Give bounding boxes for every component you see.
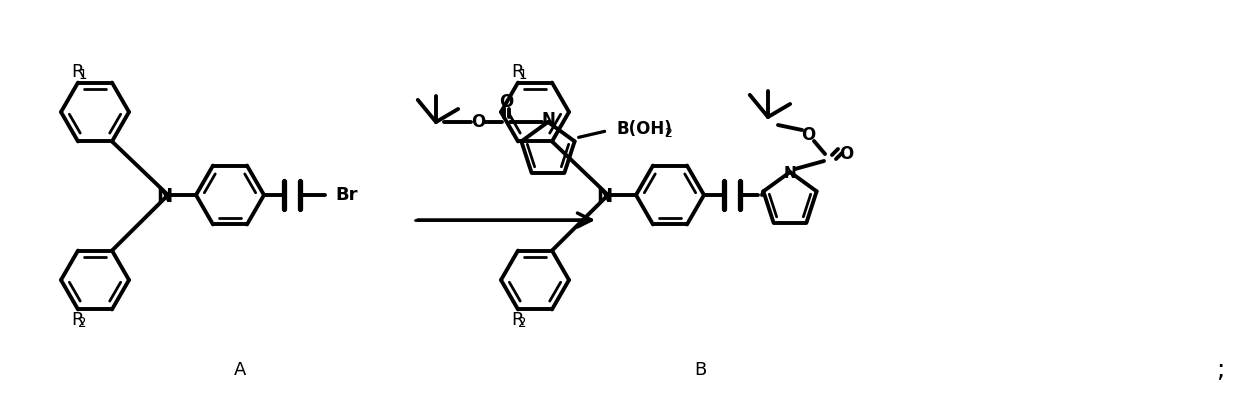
Text: B: B [694,361,706,379]
Text: 2: 2 [663,127,672,140]
Text: R: R [71,63,83,81]
Text: N: N [784,166,796,181]
Text: Br: Br [335,186,357,204]
Text: 2: 2 [78,316,87,330]
Text: 2: 2 [518,316,527,330]
Text: N: N [596,187,613,206]
Text: N: N [541,111,556,129]
Text: O: O [801,126,815,144]
Text: ;: ; [1215,358,1224,382]
Text: O: O [471,113,485,131]
Text: 1: 1 [78,68,87,82]
Text: B(OH): B(OH) [616,120,672,138]
Text: O: O [839,145,853,163]
Text: R: R [71,311,83,329]
Text: 1: 1 [518,68,527,82]
Text: R: R [511,311,523,329]
Text: N: N [156,187,172,206]
Text: R: R [511,63,523,81]
Text: O: O [498,93,513,111]
Text: A: A [234,361,247,379]
